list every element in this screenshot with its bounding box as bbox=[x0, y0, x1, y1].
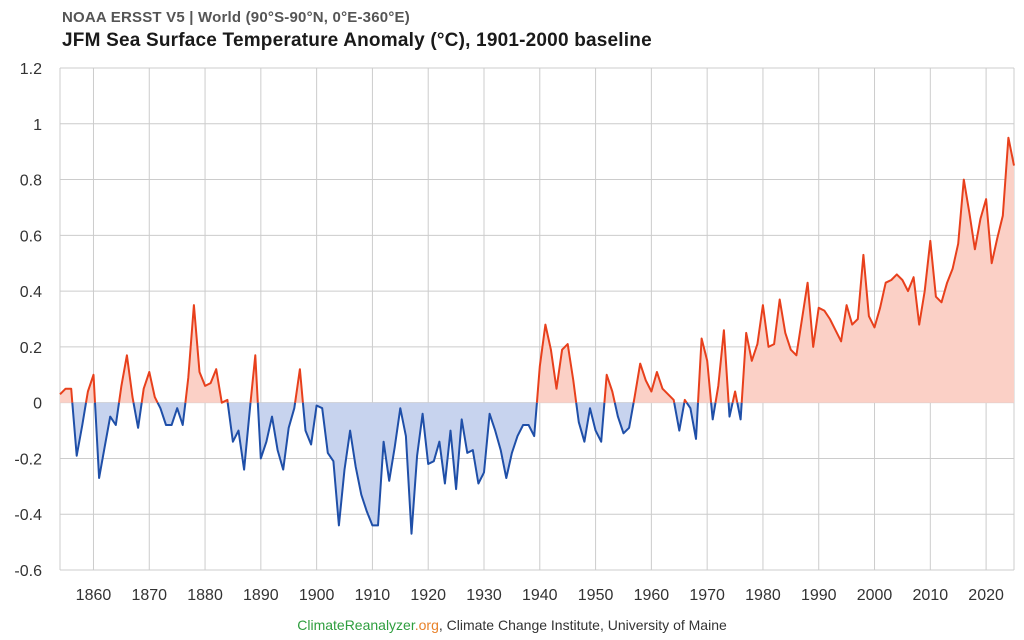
positive-anomaly-line bbox=[294, 368, 304, 403]
negative-anomaly-area bbox=[302, 402, 537, 534]
positive-anomaly-line bbox=[535, 323, 578, 403]
y-tick-label: -0.6 bbox=[14, 563, 42, 580]
positive-anomaly-line bbox=[59, 387, 74, 403]
chart-area: -0.6-0.4-0.200.20.40.60.811.2 1860 1870 18… bbox=[14, 61, 1015, 604]
x-tick-label: 1980 bbox=[745, 587, 781, 604]
positive-anomaly-area bbox=[741, 137, 1014, 403]
positive-anomaly-line bbox=[249, 354, 259, 403]
negative-anomaly-line bbox=[710, 402, 717, 421]
positive-anomaly-line bbox=[140, 371, 159, 404]
x-tick-label: 2000 bbox=[857, 587, 893, 604]
x-tick-label: 1860 bbox=[76, 587, 112, 604]
negative-anomaly-line bbox=[156, 402, 187, 426]
positive-anomaly-line bbox=[740, 136, 1015, 403]
chart-title: JFM Sea Surface Temperature Anomaly (°C)… bbox=[62, 30, 652, 51]
footer-institution: , Climate Change Institute, University o… bbox=[438, 617, 727, 633]
negative-anomaly-line bbox=[685, 402, 699, 440]
x-tick-label: 1960 bbox=[634, 587, 670, 604]
chart-subtitle: NOAA ERSST V5 | World (90°S-90°N, 0°E-36… bbox=[62, 9, 410, 26]
positive-anomaly-line bbox=[697, 337, 713, 403]
negative-anomaly-line bbox=[613, 402, 635, 435]
x-tick-label: 1910 bbox=[355, 587, 391, 604]
positive-anomaly-area bbox=[119, 355, 134, 403]
negative-anomaly-line bbox=[736, 402, 743, 421]
positive-anomaly-line bbox=[184, 304, 229, 404]
negative-anomaly-line bbox=[71, 402, 87, 457]
x-tick-label: 1940 bbox=[522, 587, 558, 604]
negative-anomaly-line bbox=[673, 402, 686, 432]
y-tick-label: 0.4 bbox=[20, 284, 42, 301]
x-tick-label: 1920 bbox=[410, 587, 446, 604]
y-tick-label: 0.6 bbox=[20, 228, 42, 245]
positive-anomaly-line bbox=[683, 398, 688, 404]
x-tick-label: 1880 bbox=[187, 587, 223, 604]
positive-anomaly-area bbox=[536, 324, 577, 403]
negative-anomaly-line bbox=[94, 402, 120, 479]
anomaly-fill bbox=[60, 137, 1014, 534]
negative-anomaly-area bbox=[674, 402, 685, 431]
negative-anomaly-line bbox=[301, 402, 538, 535]
x-tick-label: 1870 bbox=[131, 587, 167, 604]
anomaly-line bbox=[59, 136, 1015, 535]
negative-anomaly-line bbox=[132, 402, 143, 429]
y-tick-label: 0.2 bbox=[20, 340, 42, 357]
negative-anomaly-line bbox=[256, 402, 297, 471]
footer-credit: ClimateReanalyzer.org, Climate Change In… bbox=[0, 617, 1024, 633]
positive-anomaly-line bbox=[603, 373, 616, 403]
y-tick-label: 1.2 bbox=[20, 61, 42, 78]
x-tick-label: 1930 bbox=[466, 587, 502, 604]
positive-anomaly-line bbox=[714, 329, 730, 403]
positive-anomaly-area bbox=[185, 305, 228, 403]
negative-anomaly-line bbox=[226, 402, 252, 471]
x-tick-label: 1990 bbox=[801, 587, 837, 604]
y-tick-label: 0 bbox=[33, 396, 42, 413]
negative-anomaly-line bbox=[575, 402, 606, 443]
positive-anomaly-area bbox=[86, 374, 95, 403]
y-axis-ticks: -0.6 -0.4 -0.2 0 0.2 0.4 0.6 0.8 1 1.2 bbox=[14, 61, 42, 580]
x-tick-label: 1900 bbox=[299, 587, 335, 604]
positive-anomaly-line bbox=[85, 373, 96, 403]
y-tick-label: -0.2 bbox=[14, 451, 42, 468]
x-axis-ticks: 1860 1870 1880 1890 1900 1910 1920 1930 1940 1950… bbox=[76, 587, 1004, 604]
negative-anomaly-area bbox=[95, 402, 119, 478]
positive-anomaly-line bbox=[731, 390, 739, 403]
y-tick-label: -0.4 bbox=[14, 507, 42, 524]
negative-anomaly-area bbox=[257, 402, 296, 470]
grid bbox=[59, 67, 1015, 571]
x-tick-label: 2020 bbox=[968, 587, 1004, 604]
y-tick-label: 1 bbox=[33, 117, 42, 134]
footer-site-name[interactable]: ClimateReanalyzer bbox=[297, 617, 415, 633]
x-tick-label: 1890 bbox=[243, 587, 279, 604]
x-tick-label: 2010 bbox=[913, 587, 949, 604]
y-tick-label: 0.8 bbox=[20, 173, 42, 190]
footer-site-tld[interactable]: .org bbox=[414, 617, 439, 633]
negative-anomaly-line bbox=[727, 402, 734, 418]
x-tick-label: 1950 bbox=[578, 587, 614, 604]
positive-anomaly-line bbox=[632, 362, 676, 403]
positive-anomaly-line bbox=[118, 354, 135, 403]
x-tick-label: 1970 bbox=[689, 587, 725, 604]
